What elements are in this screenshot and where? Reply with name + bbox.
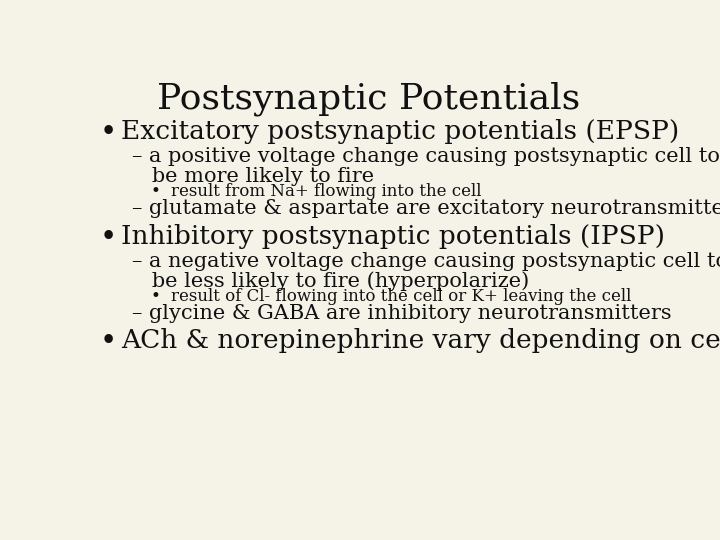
Text: be less likely to fire (hyperpolarize): be less likely to fire (hyperpolarize): [132, 272, 529, 291]
Text: – glycine & GABA are inhibitory neurotransmitters: – glycine & GABA are inhibitory neurotra…: [132, 304, 672, 323]
Text: Postsynaptic Potentials: Postsynaptic Potentials: [158, 82, 580, 116]
Text: Excitatory postsynaptic potentials (EPSP): Excitatory postsynaptic potentials (EPSP…: [121, 119, 679, 144]
Text: •: •: [99, 224, 117, 252]
Text: – a positive voltage change causing postsynaptic cell to: – a positive voltage change causing post…: [132, 147, 720, 166]
Text: result of Cl- flowing into the cell or K+ leaving the cell: result of Cl- flowing into the cell or K…: [171, 288, 631, 305]
Text: ACh & norepinephrine vary depending on cell: ACh & norepinephrine vary depending on c…: [121, 328, 720, 353]
Text: – a negative voltage change causing postsynaptic cell to: – a negative voltage change causing post…: [132, 252, 720, 271]
Text: •: •: [151, 288, 161, 305]
Text: •: •: [99, 328, 117, 356]
Text: •: •: [151, 183, 161, 200]
Text: Inhibitory postsynaptic potentials (IPSP): Inhibitory postsynaptic potentials (IPSP…: [121, 224, 665, 248]
Text: be more likely to fire: be more likely to fire: [132, 167, 374, 186]
Text: result from Na+ flowing into the cell: result from Na+ flowing into the cell: [171, 183, 482, 200]
Text: – glutamate & aspartate are excitatory neurotransmitters: – glutamate & aspartate are excitatory n…: [132, 199, 720, 218]
Text: •: •: [99, 119, 117, 147]
